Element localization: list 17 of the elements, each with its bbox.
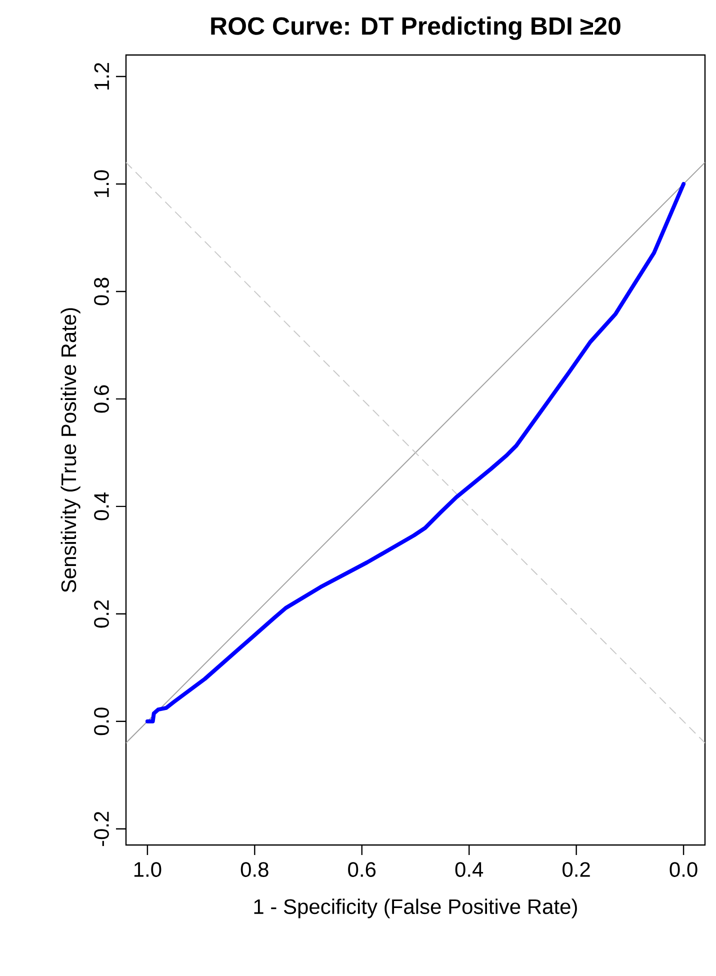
x-tick-label: 0.8 <box>240 862 268 877</box>
y-tick-label: 0.0 <box>94 708 109 736</box>
y-tick-label: 0.8 <box>94 278 109 306</box>
y-tick-label: 0.4 <box>94 492 109 520</box>
x-tick-label: 0.2 <box>562 862 590 877</box>
chart-title: ROC Curve: DT Predicting BDI ≥20 <box>211 16 620 40</box>
x-axis-title: 1 - Specificity (False Positive Rate) <box>254 898 577 918</box>
y-axis-title: Sensitivity (True Positive Rate) <box>60 308 80 592</box>
x-tick-label: 1.0 <box>134 862 162 877</box>
x-tick-label: 0.0 <box>670 862 698 877</box>
x-tick-label: 0.4 <box>455 862 484 877</box>
y-tick-label: -0.2 <box>94 812 109 846</box>
y-tick-label: 0.6 <box>94 385 109 413</box>
y-tick-label: 0.2 <box>94 600 109 628</box>
y-tick-label: 1.0 <box>94 170 109 197</box>
x-tick-label: 0.6 <box>348 862 376 877</box>
y-tick-label: 1.2 <box>94 62 109 90</box>
